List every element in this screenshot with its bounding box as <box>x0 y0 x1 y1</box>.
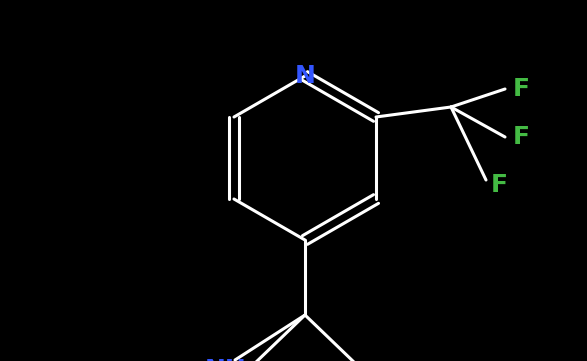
Text: F: F <box>491 173 508 197</box>
Text: F: F <box>513 77 530 101</box>
Text: F: F <box>513 125 530 149</box>
Text: N: N <box>295 64 315 88</box>
Text: NH: NH <box>205 358 247 361</box>
